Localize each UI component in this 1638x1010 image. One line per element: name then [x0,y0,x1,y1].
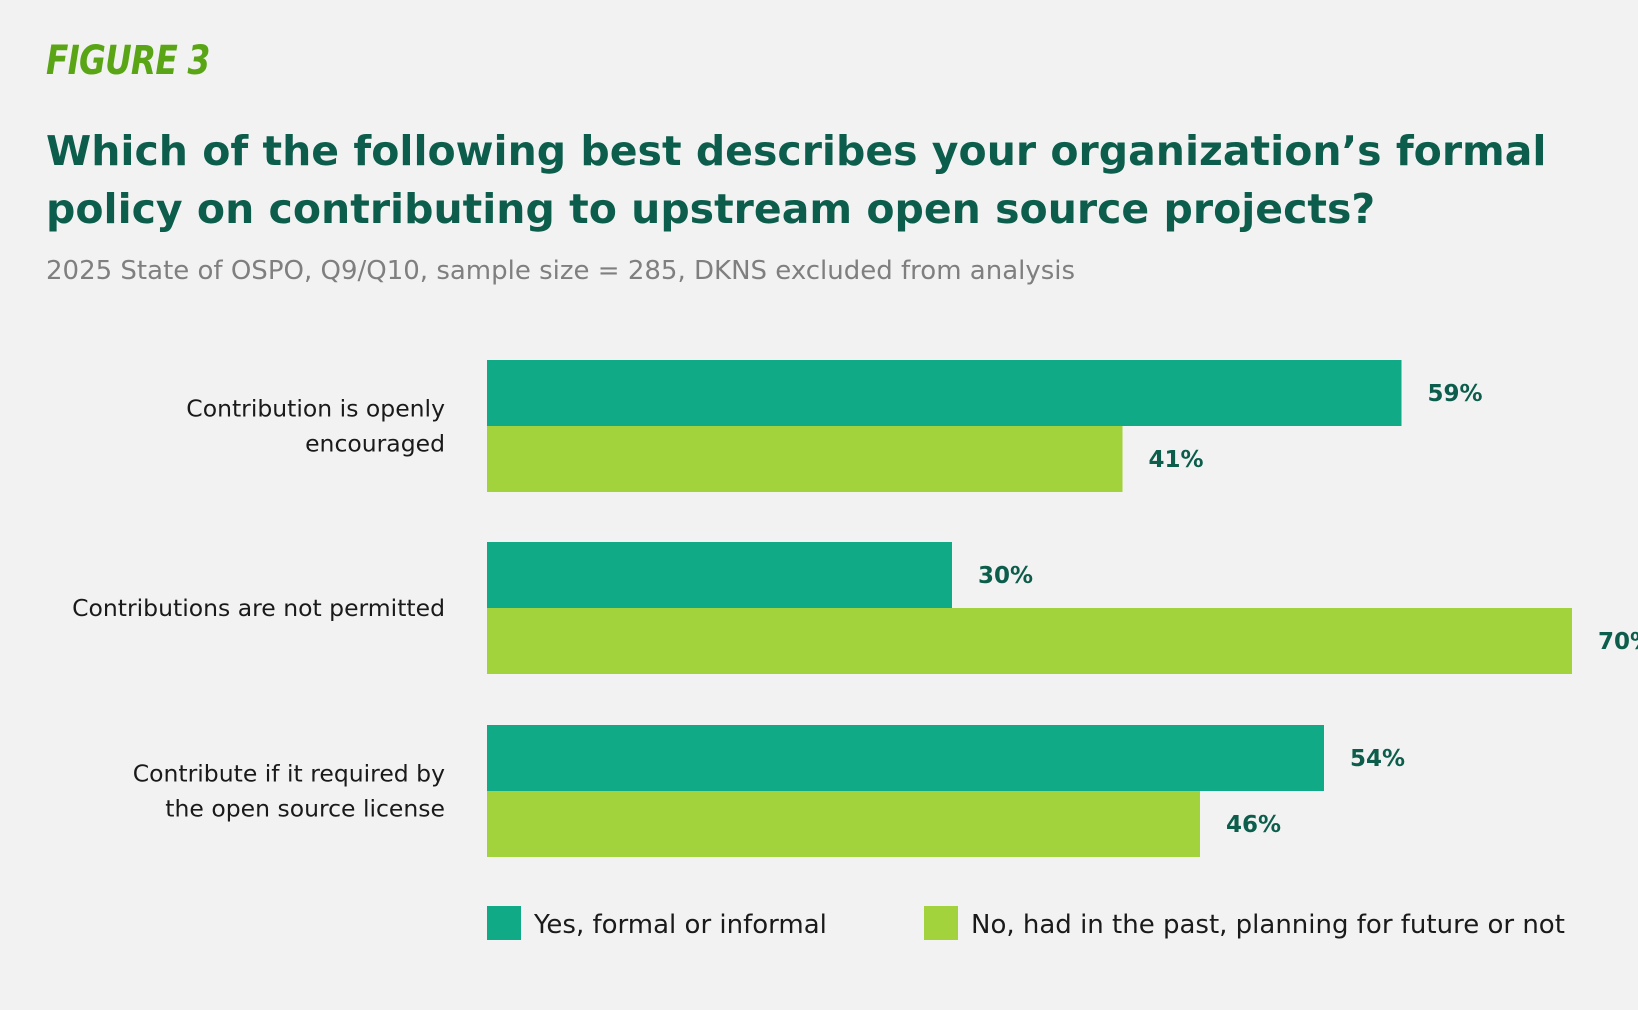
category-label: Contribute if it required by [133,760,445,788]
bar [487,608,1572,674]
category-label: Contribution is openly [186,395,445,423]
figure-label: FIGURE 3 [46,38,210,84]
data-label: 54% [1350,746,1405,772]
category-label: Contributions are not permitted [72,594,445,622]
legend-swatch [487,906,521,940]
category-label: encouraged [305,430,445,458]
legend-label: Yes, formal or informal [533,910,827,940]
bar [487,426,1123,492]
bar [487,725,1324,791]
bar [487,542,952,608]
data-label: 46% [1226,812,1281,838]
data-label: 41% [1149,447,1204,473]
data-label: 59% [1428,381,1483,407]
chart-title: Which of the following best describes yo… [46,127,1547,233]
data-label: 70% [1598,629,1638,655]
bar [487,791,1200,857]
legend-label: No, had in the past, planning for future… [971,910,1565,940]
legend-swatch [924,906,958,940]
category-label: the open source license [165,795,445,823]
data-label: 30% [978,563,1033,589]
bar [487,360,1402,426]
chart-subtitle: 2025 State of OSPO, Q9/Q10, sample size … [46,256,1076,286]
